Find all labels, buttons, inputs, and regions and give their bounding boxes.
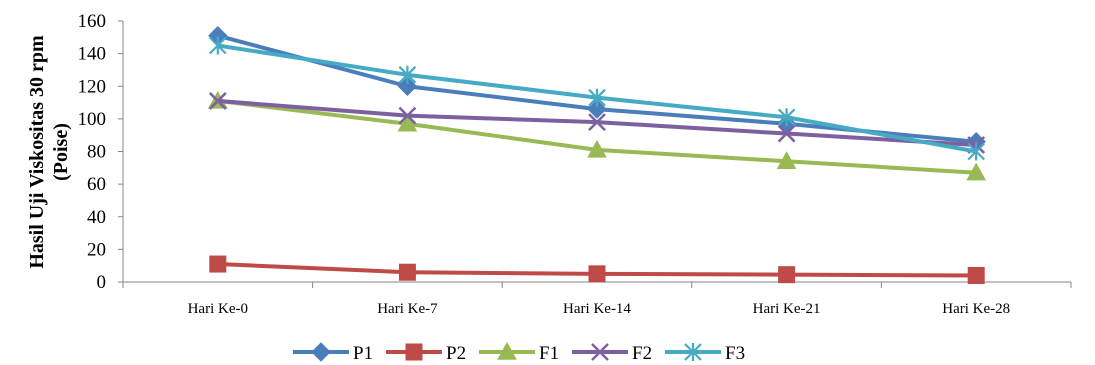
legend-item-F1: F1	[479, 341, 559, 364]
y-tick-labels: 0 20 40 60 80 100 120 140 160	[78, 11, 123, 293]
legend-item-F2: F2	[572, 343, 652, 364]
y-tick-label: 20	[87, 239, 106, 260]
y-tick-label: 140	[78, 44, 107, 65]
y-axis-label: Hasil Uji Viskositas 30 rpm (Poise)	[26, 35, 72, 269]
data-point-P2	[967, 266, 985, 284]
legend-label: P2	[446, 343, 466, 364]
legend-item-P1: P1	[293, 342, 373, 364]
data-point-F3	[777, 108, 796, 127]
y-tick-label: 0	[97, 272, 107, 293]
x-tick-label: Hari Ke-21	[753, 301, 821, 317]
y-axis-label-line-2: (Poise)	[50, 123, 72, 181]
y-tick-label: 40	[87, 207, 106, 228]
y-tick-label: 120	[78, 76, 107, 97]
legend-label: F1	[539, 343, 559, 364]
y-tick-label: 60	[87, 174, 106, 195]
data-point-F3	[209, 36, 227, 55]
legend-label: P1	[353, 343, 373, 364]
data-point-F1	[966, 162, 987, 181]
legend-label: F3	[725, 343, 745, 364]
legend-item-P2: P2	[386, 343, 466, 364]
data-point-F2	[208, 92, 227, 110]
data-point-F1	[397, 113, 418, 132]
x-tick-label: Hari Ke-28	[942, 301, 1010, 317]
legend-marker	[684, 343, 702, 361]
series-lines	[207, 25, 987, 284]
y-tick-label: 80	[87, 142, 106, 163]
data-point-P2	[588, 265, 606, 283]
legend-marker	[591, 343, 609, 361]
data-point-F2	[777, 124, 796, 143]
data-point-F1	[776, 151, 797, 169]
legend-item-F3: F3	[665, 343, 745, 364]
data-point-F3	[588, 88, 606, 107]
data-point-F2	[588, 113, 606, 132]
data-point-F3	[398, 65, 417, 84]
series-F3	[209, 36, 985, 161]
x-tick-label: Hari Ke-0	[188, 301, 248, 317]
legend-marker	[405, 343, 423, 361]
legend-label: F2	[632, 343, 652, 364]
data-point-F1	[587, 139, 607, 158]
y-axis-label-line-1: Hasil Uji Viskositas 30 rpm	[26, 35, 48, 269]
data-point-F2	[398, 106, 417, 125]
data-point-P1	[587, 99, 607, 119]
legend-marker	[311, 342, 331, 362]
data-point-F3	[967, 142, 985, 161]
y-tick-label: 160	[78, 11, 107, 32]
x-tick-labels: Hari Ke-0 Hari Ke-7 Hari Ke-14 Hari Ke-21 Ha…	[122, 282, 1072, 317]
legend-marker	[497, 341, 517, 360]
data-point-P1	[397, 76, 418, 96]
data-point-P2	[398, 263, 416, 281]
x-tick-label: Hari Ke-7	[377, 301, 438, 317]
x-tick-label: Hari Ke-14	[563, 301, 631, 317]
data-point-P2	[778, 266, 796, 284]
series-P2	[209, 255, 985, 284]
y-tick-label: 100	[78, 109, 107, 130]
data-point-P2	[209, 255, 227, 273]
series-F2	[208, 92, 986, 154]
legend: P1 P2 F1 F2 F3	[293, 341, 745, 364]
